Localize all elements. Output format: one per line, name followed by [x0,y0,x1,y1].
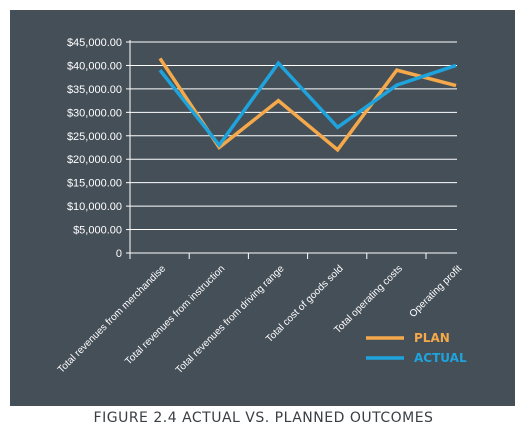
legend: PLAN ACTUAL [366,331,467,365]
legend-label-plan: PLAN [414,331,450,345]
y-tick-label: $15,000.00 [67,178,122,190]
y-tick-label: $10,000.00 [67,201,122,213]
line-chart: 0 $5,000.00 $10,000.00 $15,000.00 $20,000.00… [56,37,467,376]
series-lines [158,57,457,153]
y-axis-tick-labels: 0 $5,000.00 $10,000.00 $15,000.00 $20,000.00… [67,37,122,260]
y-tick-label: 0 [116,248,122,260]
series-line-actual [158,60,457,149]
x-tick-label: Total operating costs [332,263,405,336]
figure-caption: FIGURE 2.4 ACTUAL VS. PLANNED OUTCOMES [93,410,434,426]
y-tick-label: $40,000.00 [67,60,122,72]
axes [126,40,457,259]
gridlines [130,41,457,231]
y-tick-label: $5,000.00 [73,225,122,237]
legend-label-actual: ACTUAL [414,351,467,365]
y-tick-label: $20,000.00 [67,154,122,166]
x-tick-label: Total revenues from merchandise [56,263,169,376]
chart-panel: 0 $5,000.00 $10,000.00 $15,000.00 $20,000.00… [10,10,515,406]
y-tick-label: $35,000.00 [67,84,122,96]
y-tick-label: $30,000.00 [67,107,122,119]
x-tick-label: Operating profit [408,263,465,320]
x-tick-label: Total revenues from instruction [123,263,227,367]
y-tick-label: $45,000.00 [67,37,122,49]
y-tick-label: $25,000.00 [67,131,122,143]
x-tick-label: Total revenues from driving range [174,263,287,376]
